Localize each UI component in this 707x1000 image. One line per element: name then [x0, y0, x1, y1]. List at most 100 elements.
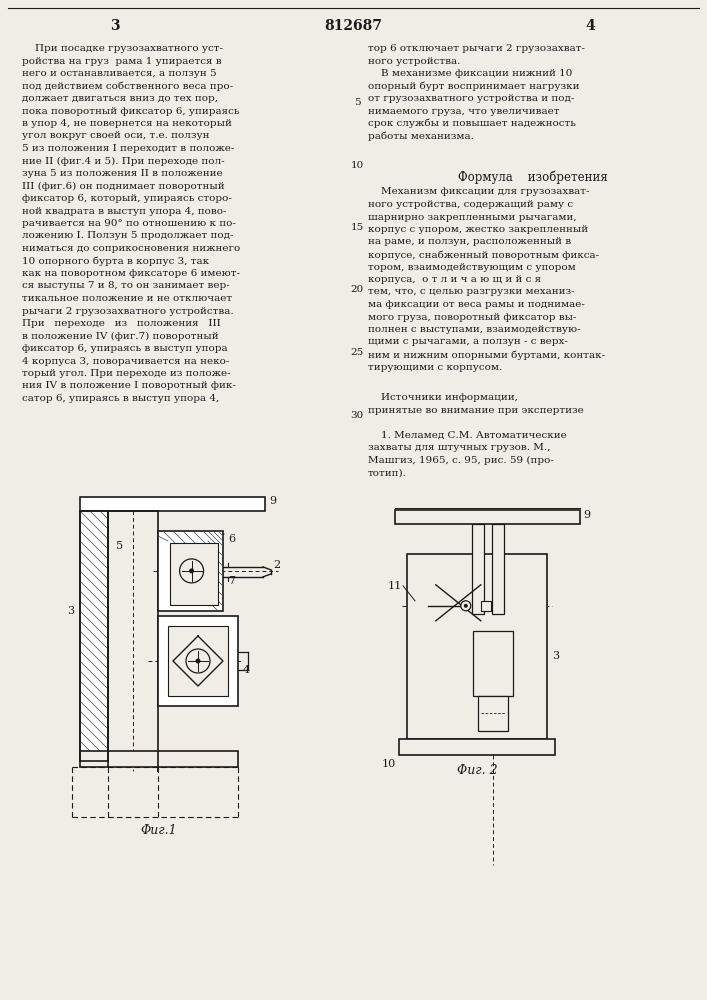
Text: корпуса,  о т л и ч а ю щ и й с я: корпуса, о т л и ч а ю щ и й с я [368, 275, 541, 284]
Text: 4: 4 [585, 19, 595, 33]
Text: ние II (фиг.4 и 5). При переходе пол-: ние II (фиг.4 и 5). При переходе пол- [22, 156, 225, 166]
Text: ложению I. Ползун 5 продолжает под-: ложению I. Ползун 5 продолжает под- [22, 232, 233, 240]
Bar [473, 631, 513, 696]
Text: тирующими с корпусом.: тирующими с корпусом. [368, 362, 502, 371]
Text: ним и нижним опорными буртами, контак-: ним и нижним опорными буртами, контак- [368, 350, 605, 360]
Text: 5: 5 [354, 98, 361, 107]
Text: полнен с выступами, взаимодействую-: полнен с выступами, взаимодействую- [368, 325, 580, 334]
Circle shape [189, 568, 194, 573]
Text: нимаемого груза, что увеличивает: нимаемого груза, что увеличивает [368, 106, 559, 115]
Text: угол вокруг своей оси, т.е. ползун: угол вокруг своей оси, т.е. ползун [22, 131, 209, 140]
Bar [492, 524, 504, 614]
Text: щими с рычагами, а ползун - с верх-: щими с рычагами, а ползун - с верх- [368, 338, 568, 347]
Text: тем, что, с целью разгрузки механиз-: тем, что, с целью разгрузки механиз- [368, 288, 575, 296]
Bar [80, 511, 108, 761]
Text: работы механизма.: работы механизма. [368, 131, 474, 141]
Text: в положение IV (фиг.7) поворотный: в положение IV (фиг.7) поворотный [22, 332, 218, 341]
Text: опорный бурт воспринимает нагрузки: опорный бурт воспринимает нагрузки [368, 82, 580, 91]
Bar [168, 626, 228, 696]
Text: сатор 6, упираясь в выступ упора 4,: сатор 6, упираясь в выступ упора 4, [22, 394, 219, 403]
Text: корпус с упором, жестко закрепленный: корпус с упором, жестко закрепленный [368, 225, 588, 234]
Text: 2: 2 [273, 560, 280, 570]
Text: Источники информации,: Источники информации, [368, 393, 518, 402]
Text: Φиг.1: Φиг.1 [141, 824, 177, 838]
Text: 10: 10 [168, 756, 181, 764]
Circle shape [461, 601, 471, 611]
Bar [407, 554, 547, 739]
Text: шарнирно закрепленными рычагами,: шарнирно закрепленными рычагами, [368, 213, 577, 222]
Text: ного устройства, содержащий раму с: ного устройства, содержащий раму с [368, 200, 573, 209]
Text: 11: 11 [387, 581, 402, 591]
Bar [170, 543, 218, 605]
Text: ма фиксации от веса рамы и поднимае-: ма фиксации от веса рамы и поднимае- [368, 300, 585, 309]
Circle shape [180, 559, 204, 583]
Text: III (фиг.6) он поднимает поворотный: III (фиг.6) он поднимает поворотный [22, 182, 225, 191]
Bar [395, 510, 580, 524]
Text: как на поворотном фиксаторе 6 имеют-: как на поворотном фиксаторе 6 имеют- [22, 269, 240, 278]
Text: 25: 25 [351, 348, 363, 357]
Text: принятые во внимание при экспертизе: принятые во внимание при экспертизе [368, 406, 584, 415]
Text: рачивается на 90° по отношению к по-: рачивается на 90° по отношению к по- [22, 219, 236, 228]
Text: тикальное положение и не отключает: тикальное положение и не отключает [22, 294, 232, 303]
Text: 3: 3 [67, 606, 74, 616]
Bar [399, 739, 555, 755]
Text: 812687: 812687 [324, 19, 382, 33]
Text: рычаги 2 грузозахватного устройства.: рычаги 2 грузозахватного устройства. [22, 306, 233, 316]
Text: захваты для штучных грузов. М.,: захваты для штучных грузов. М., [368, 444, 550, 452]
Text: пока поворотный фиксатор 6, упираясь: пока поворотный фиксатор 6, упираясь [22, 106, 240, 115]
Text: 7: 7 [228, 576, 235, 586]
Text: торый угол. При переходе из положе-: торый угол. При переходе из положе- [22, 369, 230, 378]
Text: В механизме фиксации нижний 10: В механизме фиксации нижний 10 [368, 69, 573, 78]
Text: ного устройства.: ного устройства. [368, 56, 460, 66]
Text: под действием собственного веса про-: под действием собственного веса про- [22, 82, 233, 91]
Text: должает двигаться вниз до тех пор,: должает двигаться вниз до тех пор, [22, 94, 218, 103]
Text: Φиг. 2: Φиг. 2 [457, 764, 497, 778]
Bar [478, 696, 508, 731]
Text: 3: 3 [110, 19, 119, 33]
Text: 1. Меламед С.М. Автоматические: 1. Меламед С.М. Автоматические [368, 431, 567, 440]
Circle shape [196, 658, 201, 664]
Text: 4: 4 [243, 665, 250, 675]
Text: корпусе, снабженный поворотным фикса-: корпусе, снабженный поворотным фикса- [368, 250, 599, 259]
Bar [481, 601, 491, 611]
Text: ной квадрата в выступ упора 4, пово-: ной квадрата в выступ упора 4, пово- [22, 207, 226, 216]
Text: При   переходе   из   положения   III: При переходе из положения III [22, 319, 221, 328]
Text: 9: 9 [269, 496, 276, 506]
Circle shape [464, 604, 468, 608]
Circle shape [186, 649, 210, 673]
Text: 10: 10 [351, 160, 363, 169]
Text: Формула    изобретения: Формула изобретения [457, 170, 607, 184]
Text: на раме, и ползун, расположенный в: на раме, и ползун, расположенный в [368, 237, 571, 246]
Text: фиксатор 6, упираясь в выступ упора: фиксатор 6, упираясь в выступ упора [22, 344, 228, 353]
Text: 10: 10 [382, 759, 396, 769]
Text: него и останавливается, а ползун 5: него и останавливается, а ползун 5 [22, 69, 216, 78]
Text: 6: 6 [228, 534, 235, 544]
Text: тотип).: тотип). [368, 468, 407, 478]
Bar [158, 616, 238, 706]
Text: тором, взаимодействующим с упором: тором, взаимодействующим с упором [368, 262, 575, 271]
Text: 30: 30 [351, 410, 363, 420]
Text: ройства на груз  рама 1 упирается в: ройства на груз рама 1 упирается в [22, 56, 221, 66]
Text: тор 6 отключает рычаги 2 грузозахват-: тор 6 отключает рычаги 2 грузозахват- [368, 44, 585, 53]
Text: срок службы и повышает надежность: срок службы и повышает надежность [368, 119, 576, 128]
Text: Механизм фиксации для грузозахват-: Механизм фиксации для грузозахват- [368, 188, 590, 196]
Text: 4 корпуса 3, поворачивается на неко-: 4 корпуса 3, поворачивается на неко- [22, 357, 229, 365]
Text: ния IV в положение I поворотный фик-: ния IV в положение I поворотный фик- [22, 381, 236, 390]
Text: в упор 4, не повернется на некоторый: в упор 4, не повернется на некоторый [22, 119, 232, 128]
Bar [472, 524, 484, 614]
Text: 15: 15 [351, 223, 363, 232]
Text: 9: 9 [583, 510, 590, 520]
Text: фиксатор 6, который, упираясь сторо-: фиксатор 6, который, упираясь сторо- [22, 194, 232, 203]
Text: 20: 20 [351, 286, 363, 294]
Text: 10 опорного бурта в корпус 3, так: 10 опорного бурта в корпус 3, так [22, 256, 209, 266]
Text: 3: 3 [552, 651, 559, 661]
Text: зуна 5 из положения II в положение: зуна 5 из положения II в положение [22, 169, 223, 178]
Text: ся выступы 7 и 8, то он занимает вер-: ся выступы 7 и 8, то он занимает вер- [22, 282, 230, 290]
Text: При посадке грузозахватного уст-: При посадке грузозахватного уст- [22, 44, 223, 53]
Bar [158, 531, 223, 611]
Bar [80, 497, 265, 511]
Bar [80, 751, 238, 767]
Text: ниматься до соприкосновения нижнего: ниматься до соприкосновения нижнего [22, 244, 240, 253]
Text: 5 из положения I переходит в положе-: 5 из положения I переходит в положе- [22, 144, 235, 153]
Text: 5: 5 [116, 541, 123, 551]
